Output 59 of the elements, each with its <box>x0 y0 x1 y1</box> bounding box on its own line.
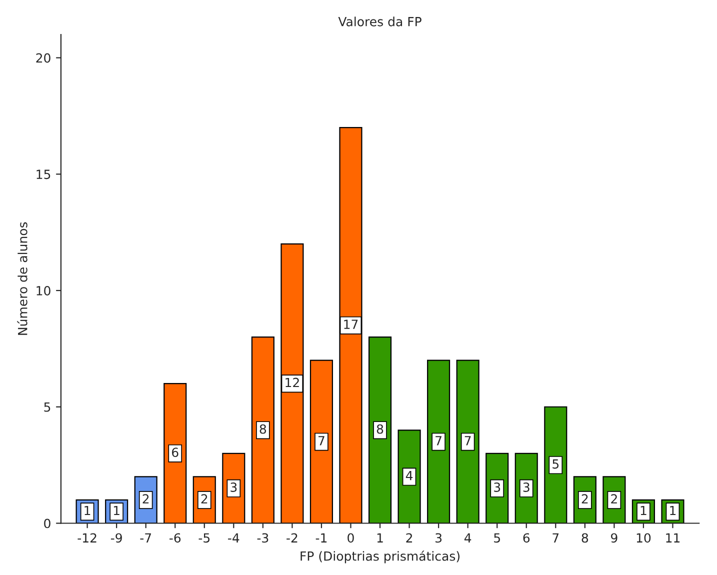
bar <box>164 383 187 524</box>
x-tick-label: 1 <box>377 533 383 542</box>
bar <box>544 406 568 524</box>
chart-title: Valores da FP <box>338 16 422 26</box>
x-tick-label: 11 <box>666 533 680 542</box>
bar <box>427 360 450 524</box>
data-label: 2 <box>201 494 208 504</box>
data-label: 2 <box>142 494 149 504</box>
x-tick-label: 8 <box>582 533 588 543</box>
x-tick-label: -6 <box>169 533 181 543</box>
data-label: 3 <box>494 482 500 492</box>
y-tick-label: 5 <box>44 402 50 412</box>
x-tick-label: 2 <box>406 533 412 542</box>
data-label: 7 <box>318 436 324 446</box>
bar <box>368 336 392 524</box>
x-tick-label: -12 <box>78 533 96 542</box>
data-label: 2 <box>582 494 588 504</box>
x-tick-label: -3 <box>257 533 268 543</box>
data-label: 2 <box>611 494 617 504</box>
y-tick-label: 10 <box>36 286 50 296</box>
x-tick-label: 10 <box>636 533 651 543</box>
x-tick-label: 9 <box>610 533 618 543</box>
y-tick-label: 15 <box>36 170 50 180</box>
data-label: 5 <box>552 459 559 469</box>
x-tick-label: -2 <box>286 533 298 542</box>
y-tick-label: 0 <box>44 518 50 528</box>
data-label: 1 <box>640 506 646 516</box>
data-label: 12 <box>286 378 299 388</box>
x-tick-label: 6 <box>523 533 530 543</box>
bar <box>456 360 480 524</box>
x-tick-label: -1 <box>316 533 327 542</box>
data-label: 8 <box>376 424 384 434</box>
data-label: 7 <box>436 436 442 446</box>
x-tick-label: -7 <box>140 533 151 542</box>
data-label: 1 <box>84 506 90 516</box>
data-label: 1 <box>670 506 676 516</box>
bar <box>280 243 304 524</box>
bar <box>251 336 274 524</box>
data-label: 7 <box>464 436 471 446</box>
x-tick-label: -4 <box>228 533 240 542</box>
data-label: 1 <box>114 506 120 516</box>
bar <box>339 127 362 524</box>
x-tick-label: -9 <box>110 533 122 543</box>
x-tick-label: 4 <box>464 533 472 542</box>
x-tick-label: 0 <box>348 533 354 543</box>
x-tick-label: 3 <box>436 533 442 543</box>
data-label: 6 <box>172 448 178 458</box>
x-tick-label: 5 <box>494 533 500 543</box>
data-label: 3 <box>230 482 237 492</box>
x-tick-label: 7 <box>552 533 559 542</box>
y-axis-title: Número de alunos <box>17 222 28 335</box>
data-label: 8 <box>260 424 266 434</box>
data-label: 4 <box>406 471 413 480</box>
data-label: 17 <box>344 320 358 329</box>
data-label: 3 <box>523 482 530 492</box>
x-axis-title: FP (Dioptrias prismáticas) <box>300 550 460 564</box>
bar <box>310 360 333 524</box>
y-tick-label: 20 <box>36 53 50 63</box>
x-tick-label: -5 <box>198 533 210 543</box>
